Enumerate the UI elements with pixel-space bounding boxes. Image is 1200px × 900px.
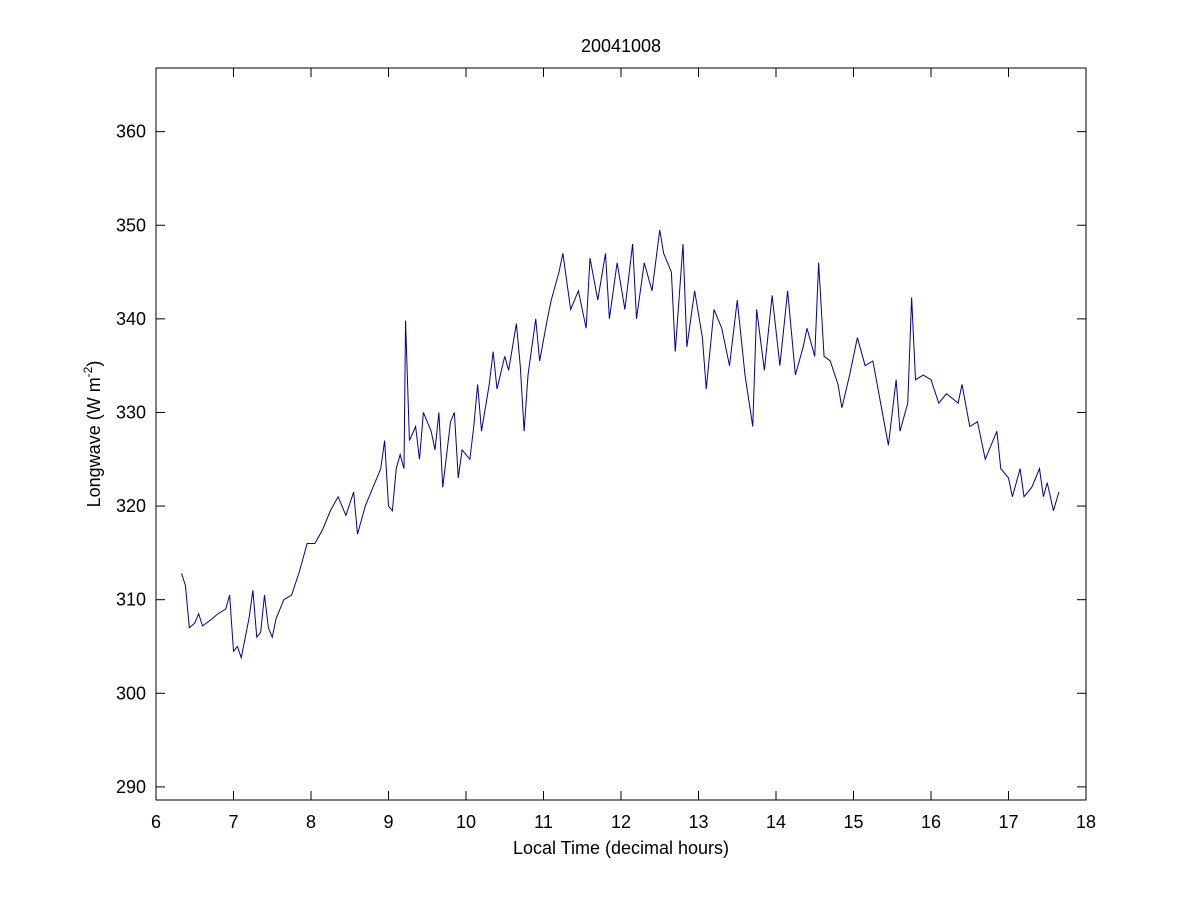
y-tick-label: 330	[116, 402, 146, 422]
data-line	[181, 229, 1060, 660]
x-tick-label: 12	[611, 812, 631, 832]
y-tick-label: 300	[116, 683, 146, 703]
x-tick-label: 7	[228, 812, 238, 832]
y-tick-label: 290	[116, 777, 146, 797]
x-tick-label: 16	[921, 812, 941, 832]
y-tick-label: 350	[116, 215, 146, 235]
x-tick-label: 13	[688, 812, 708, 832]
x-tick-label: 14	[766, 812, 786, 832]
y-tick-label: 340	[116, 309, 146, 329]
y-label-text: Longwave (W m	[84, 377, 104, 507]
x-tick-label: 18	[1076, 812, 1096, 832]
chart-title: 20041008	[581, 36, 661, 56]
x-tick-label: 17	[998, 812, 1018, 832]
y-tick-label: 320	[116, 496, 146, 516]
y-label-suffix: )	[84, 361, 104, 367]
y-label-superscript: -2	[81, 366, 95, 377]
y-axis-label: Longwave (W m-2)	[81, 361, 104, 508]
x-tick-label: 15	[843, 812, 863, 832]
x-tick-label: 10	[456, 812, 476, 832]
x-tick-label: 11	[534, 812, 553, 832]
x-tick-label: 6	[151, 812, 161, 832]
x-tick-label: 9	[383, 812, 393, 832]
y-tick-label: 360	[116, 122, 146, 142]
y-tick-label: 310	[116, 590, 146, 610]
x-axis-label: Local Time (decimal hours)	[513, 838, 729, 858]
x-tick-label: 8	[306, 812, 316, 832]
